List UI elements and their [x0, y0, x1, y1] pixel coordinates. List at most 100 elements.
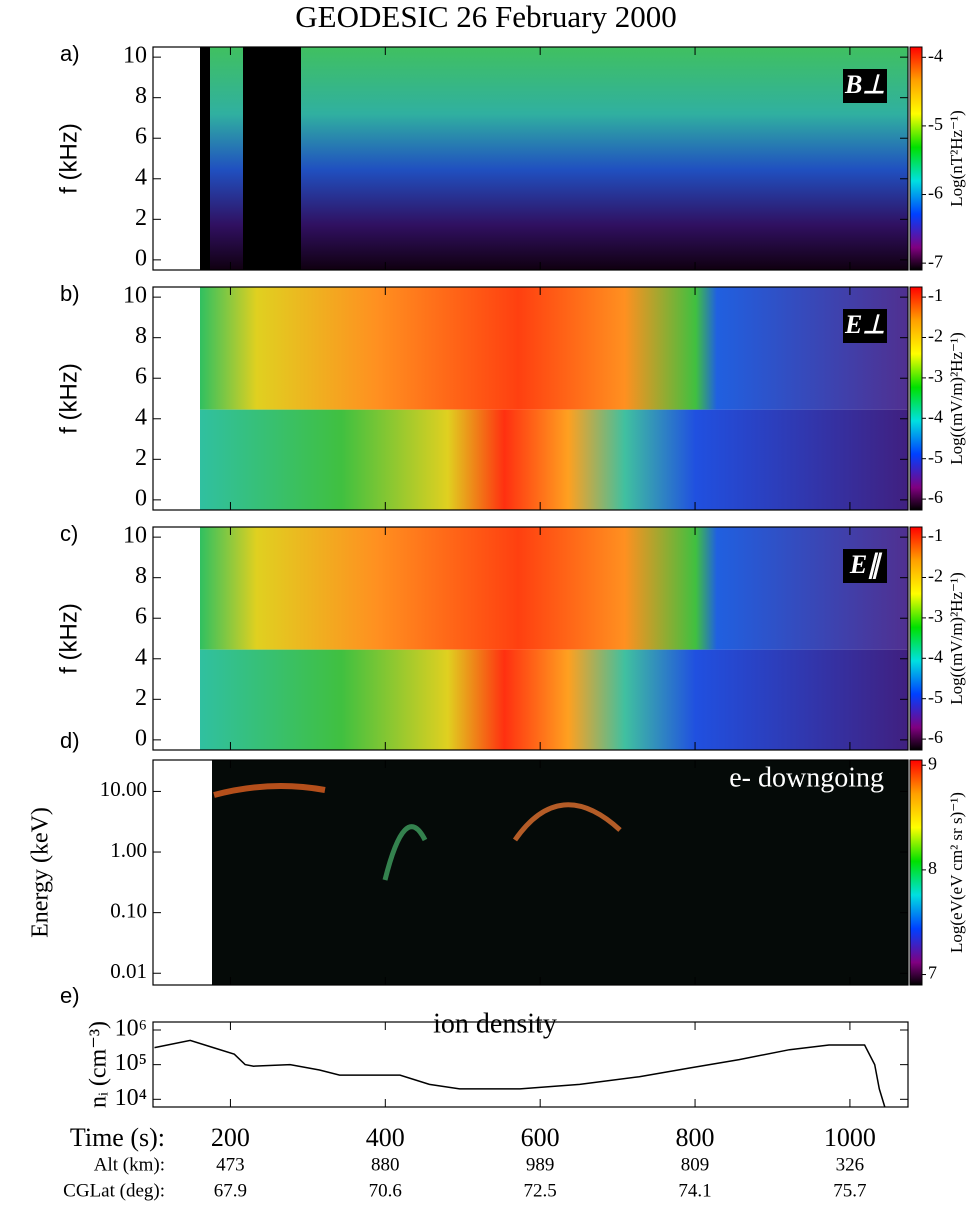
colorbar	[909, 526, 923, 751]
row-value: 326	[836, 1154, 865, 1175]
y-axis-label: nᵢ (cm⁻³)	[86, 1021, 112, 1108]
panel-label: d)	[60, 728, 80, 753]
y-tick-label: 6	[135, 124, 147, 150]
x-tick-label: 400	[366, 1123, 405, 1152]
colorbar-tick-label: -5	[928, 447, 943, 467]
plot-frame	[152, 46, 909, 271]
panel-label: a)	[60, 41, 80, 66]
x-tick-label: 600	[521, 1123, 560, 1152]
y-tick-label: 8	[135, 323, 147, 349]
colorbar-tick-label: -1	[928, 525, 943, 545]
y-tick-label: 0.01	[110, 959, 147, 983]
colorbar	[909, 46, 923, 271]
row-label: Alt (km):	[94, 1154, 165, 1175]
row-value: 72.5	[524, 1180, 557, 1201]
row-value: 989	[526, 1154, 555, 1175]
x-tick-label: 200	[211, 1123, 250, 1152]
annotation: E⊥	[844, 310, 885, 339]
spectrogram-feature	[213, 783, 326, 798]
colorbar-tick-label: -6	[928, 487, 943, 507]
colorbar-tick-label: -6	[928, 183, 943, 203]
y-tick-label: 10⁵	[115, 1050, 147, 1076]
spectrogram	[200, 47, 908, 270]
y-tick-label: 10⁶	[115, 1015, 147, 1041]
y-tick-label: 8	[135, 563, 147, 589]
y-tick-label: 10⁴	[115, 1085, 147, 1111]
colorbar-tick-label: -3	[928, 366, 943, 386]
annotation-box	[843, 549, 887, 583]
y-tick-label: 0	[135, 245, 147, 271]
colorbar-label: Log(nT²Hz⁻¹)	[947, 110, 966, 207]
density-line	[154, 1039, 886, 1108]
annotation-box	[843, 309, 887, 343]
colorbar-tick-label: 7	[928, 963, 937, 983]
y-tick-label: 10	[123, 43, 147, 69]
row-value: 70.6	[369, 1180, 402, 1201]
y-axis-label: Energy (keV)	[28, 807, 54, 938]
colorbar	[909, 286, 923, 511]
colorbar-tick-label: -2	[928, 326, 943, 346]
colorbar-tick-label: 8	[928, 858, 937, 878]
colorbar-label: Log((mV/m)²Hz⁻¹)	[947, 572, 966, 704]
panel-label: b)	[60, 281, 80, 306]
colorbar-tick-label: -2	[928, 566, 943, 586]
row-value: 67.9	[214, 1180, 247, 1201]
colorbar-tick-label: 9	[928, 753, 937, 773]
plot-frame	[152, 759, 909, 986]
colorbar-tick-label: -6	[928, 727, 943, 747]
colorbar-tick-label: -4	[928, 646, 943, 666]
spectrogram-feature	[512, 802, 622, 842]
panel-label: c)	[60, 521, 78, 546]
spectrogram	[200, 649, 908, 750]
y-axis-label: f (kHz)	[55, 123, 82, 194]
spectrogram	[200, 409, 908, 510]
colorbar-label: Log((mV/m)²Hz⁻¹)	[947, 332, 966, 464]
colorbar-tick-label: -4	[928, 406, 943, 426]
spectrogram	[212, 760, 908, 985]
y-tick-label: 0.10	[110, 898, 147, 922]
colorbar-tick-label: -4	[928, 45, 943, 65]
row-label: CGLat (deg):	[63, 1180, 165, 1201]
y-tick-label: 0	[135, 725, 147, 751]
y-tick-label: 4	[135, 404, 147, 430]
colorbar-tick-label: -7	[928, 251, 943, 271]
x-tick-label: 1000	[824, 1123, 876, 1152]
y-tick-label: 6	[135, 604, 147, 630]
y-tick-label: 2	[135, 445, 147, 471]
annotation: B⊥	[844, 70, 885, 99]
y-tick-label: 2	[135, 685, 147, 711]
colorbar-tick-label: -5	[928, 114, 943, 134]
y-tick-label: 10	[123, 283, 147, 309]
plot-frame	[152, 286, 909, 511]
row-value: 880	[371, 1154, 400, 1175]
spectrogram	[200, 527, 908, 650]
y-tick-label: 1.00	[110, 838, 147, 862]
row-value: 473	[216, 1154, 245, 1175]
y-tick-label: 4	[135, 644, 147, 670]
data-gap	[243, 47, 301, 270]
y-tick-label: 2	[135, 205, 147, 231]
y-tick-label: 10	[123, 523, 147, 549]
annotation: E∥	[849, 550, 883, 580]
colorbar	[909, 759, 923, 986]
row-label: Time (s):	[70, 1123, 165, 1152]
y-axis-label: f (kHz)	[55, 363, 82, 434]
y-axis-label: f (kHz)	[55, 603, 82, 674]
spectrogram	[200, 287, 908, 410]
y-tick-label: 6	[135, 364, 147, 390]
figure-title: GEODESIC 26 February 2000	[295, 0, 676, 34]
data-gap	[200, 47, 210, 270]
row-value: 74.1	[678, 1180, 711, 1201]
x-tick-label: 800	[676, 1123, 715, 1152]
y-tick-label: 0	[135, 485, 147, 511]
y-tick-label: 8	[135, 83, 147, 109]
row-value: 809	[681, 1154, 710, 1175]
row-value: 75.7	[833, 1180, 866, 1201]
colorbar-tick-label: -1	[928, 285, 943, 305]
colorbar-tick-label: -3	[928, 606, 943, 626]
y-tick-label: 4	[135, 164, 147, 190]
colorbar-tick-label: -5	[928, 687, 943, 707]
annotation: e- downgoing	[729, 762, 884, 793]
annotation-box	[843, 69, 887, 103]
